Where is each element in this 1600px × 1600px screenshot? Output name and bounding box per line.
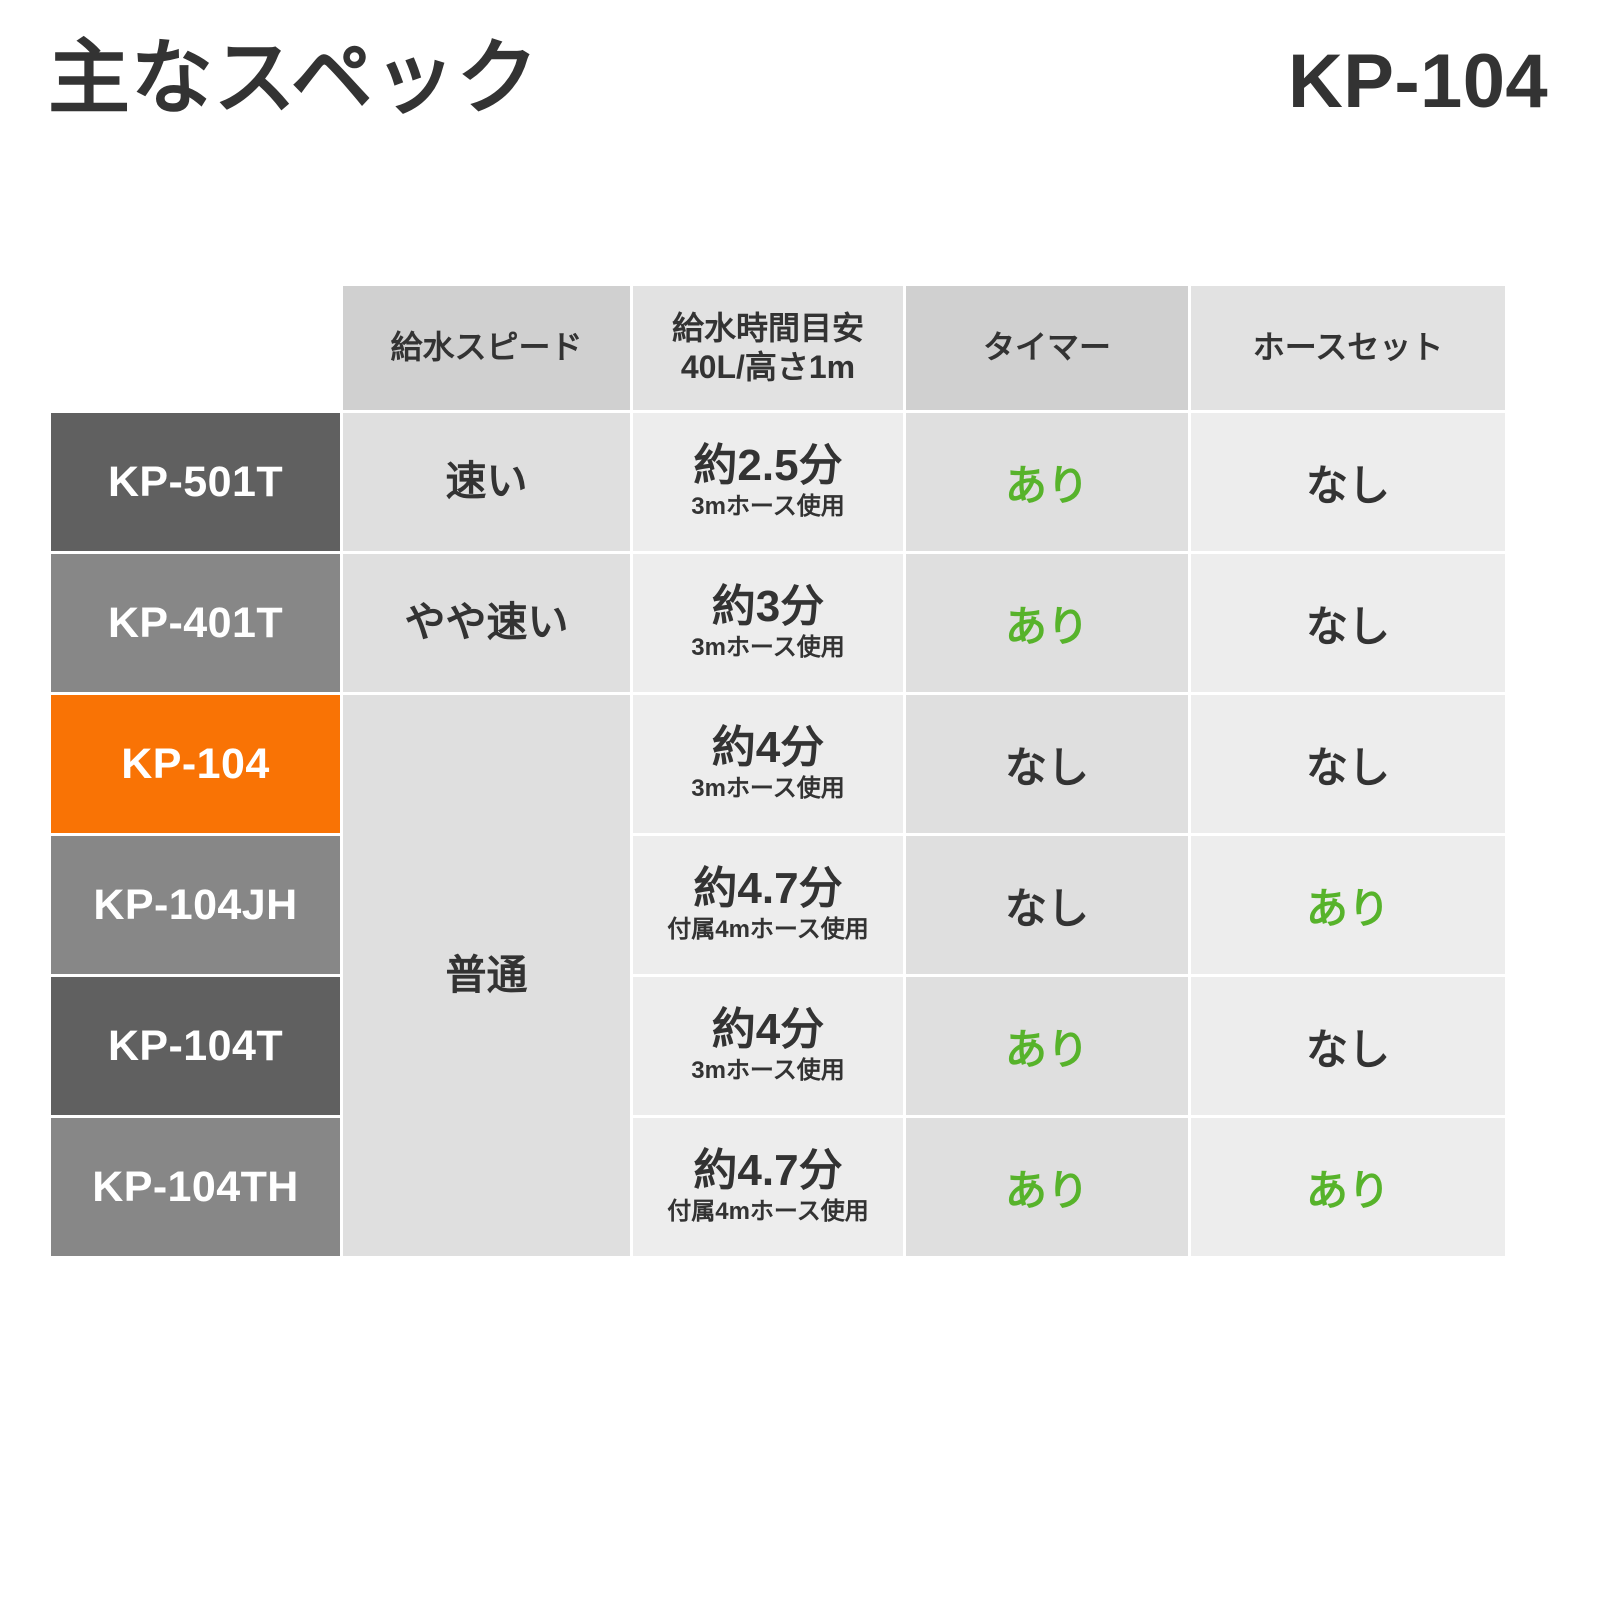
cell-fill-time-value: 約3分 bbox=[711, 581, 825, 631]
table-row: KP-401T やや速い 約3分 3mホース使用 あり なし bbox=[51, 554, 1505, 692]
cell-hose-set-no: なし bbox=[1305, 1025, 1390, 1073]
cell-hose-set: なし bbox=[1191, 977, 1505, 1115]
cell-timer: なし bbox=[906, 836, 1188, 974]
cell-hose-set: あり bbox=[1191, 1118, 1505, 1256]
table-row: KP-104 普通 約4分 3mホース使用 なし なし bbox=[51, 695, 1505, 1256]
row-model-label: KP-104 bbox=[51, 695, 340, 833]
cell-fill-time-note: 付属4mホース使用 bbox=[667, 916, 869, 944]
column-header-speed-label: 給水スピード bbox=[390, 329, 583, 366]
cell-timer: あり bbox=[906, 413, 1188, 551]
row-model-label: KP-501T bbox=[51, 413, 340, 551]
cell-fill-time: 約4分 3mホース使用 bbox=[633, 695, 903, 833]
cell-fill-time-value: 約2.5分 bbox=[693, 440, 843, 490]
cell-fill-time: 約4.7分付属4mホース使用 bbox=[633, 1118, 903, 1256]
table-row: KP-104TH 約4.7分付属4mホース使用 あり あり bbox=[51, 1118, 1505, 1256]
cell-fill-time-value: 約4分 bbox=[711, 1004, 825, 1054]
cell-fill-time-value: 約4.7分 bbox=[693, 1145, 843, 1195]
model-name-title: KP-104 bbox=[1288, 39, 1548, 124]
cell-speed-text: 速い bbox=[445, 458, 528, 505]
row-model-label-text: KP-401T bbox=[107, 598, 284, 647]
cell-fill-time-note: 3mホース使用 bbox=[691, 775, 845, 803]
cell-speed: 速い bbox=[343, 413, 630, 551]
cell-fill-time: 約4.7分付属4mホース使用 bbox=[633, 836, 903, 974]
spec-table-head: 給水スピード 給水時間目安 40L/高さ1m タイマー ホースセット bbox=[51, 286, 1505, 410]
cell-fill-time: 約2.5分 3mホース使用 bbox=[633, 413, 903, 551]
spec-table: 給水スピード 給水時間目安 40L/高さ1m タイマー ホースセット KP-50… bbox=[48, 283, 1508, 1259]
spec-table-container: 給水スピード 給水時間目安 40L/高さ1m タイマー ホースセット KP-50… bbox=[51, 286, 1505, 1256]
row-model-label-text: KP-104 bbox=[121, 739, 270, 788]
cell-fill-time-note: 3mホース使用 bbox=[691, 493, 845, 521]
cell-hose-set: なし bbox=[1191, 695, 1505, 833]
table-row: KP-104T 約4分 3mホース使用 あり なし bbox=[51, 977, 1505, 1115]
cell-hose-set-no: なし bbox=[1305, 602, 1390, 650]
column-header-hose: ホースセット bbox=[1191, 286, 1505, 410]
cell-timer: あり bbox=[906, 554, 1188, 692]
cell-speed: 普通 bbox=[343, 695, 630, 1256]
cell-speed: やや速い bbox=[343, 554, 630, 692]
column-header-time: 給水時間目安 40L/高さ1m bbox=[633, 286, 903, 410]
cell-hose-set-no: なし bbox=[1305, 743, 1390, 791]
cell-fill-time-value: 約4分 bbox=[711, 722, 825, 772]
column-header-time-label-line2: 40L/高さ1m bbox=[680, 349, 856, 385]
cell-timer-no: なし bbox=[1004, 884, 1089, 932]
cell-timer-yes: あり bbox=[1004, 461, 1089, 509]
column-header-timer: タイマー bbox=[906, 286, 1188, 410]
row-model-label: KP-401T bbox=[51, 554, 340, 692]
row-model-label-text: KP-104T bbox=[107, 1021, 284, 1070]
spec-table-body: KP-501T 速い 約2.5分 3mホース使用 あり なし KP-401T やや速い 約3分 3… bbox=[51, 413, 1505, 1256]
column-header-hose-label: ホースセット bbox=[1252, 329, 1444, 366]
cell-hose-set-yes: あり bbox=[1305, 1166, 1390, 1214]
table-row: KP-501T 速い 約2.5分 3mホース使用 あり なし bbox=[51, 413, 1505, 551]
cell-timer: なし bbox=[906, 695, 1188, 833]
cell-fill-time: 約4分 3mホース使用 bbox=[633, 977, 903, 1115]
cell-timer-yes: あり bbox=[1004, 1025, 1089, 1073]
page-header: 主なスペック KP-104 bbox=[0, 33, 1600, 146]
cell-fill-time-note: 3mホース使用 bbox=[691, 1057, 845, 1085]
cell-timer-yes: あり bbox=[1004, 1166, 1089, 1214]
column-header-speed: 給水スピード bbox=[343, 286, 630, 410]
cell-hose-set: あり bbox=[1191, 836, 1505, 974]
table-row: KP-104JH 約4.7分付属4mホース使用 なし あり bbox=[51, 836, 1505, 974]
cell-fill-time: 約3分 3mホース使用 bbox=[633, 554, 903, 692]
row-model-label: KP-104T bbox=[51, 977, 340, 1115]
cell-hose-set: なし bbox=[1191, 554, 1505, 692]
table-corner-cell bbox=[51, 286, 340, 410]
table-header-row: 給水スピード 給水時間目安 40L/高さ1m タイマー ホースセット bbox=[51, 286, 1505, 410]
cell-fill-time-value: 約4.7分 bbox=[693, 863, 843, 913]
row-model-label-text: KP-104JH bbox=[93, 880, 298, 929]
cell-timer: あり bbox=[906, 1118, 1188, 1256]
cell-fill-time-note: 付属4mホース使用 bbox=[667, 1198, 869, 1226]
cell-fill-time-note: 3mホース使用 bbox=[691, 634, 845, 662]
cell-timer-no: なし bbox=[1004, 743, 1089, 791]
row-model-label: KP-104JH bbox=[51, 836, 340, 974]
cell-speed-text: 普通 bbox=[445, 951, 528, 998]
page-title: 主なスペック bbox=[48, 33, 540, 124]
cell-speed-text: やや速い bbox=[404, 599, 569, 646]
row-model-label-text: KP-104TH bbox=[92, 1162, 299, 1211]
row-model-label-text: KP-501T bbox=[107, 457, 284, 506]
cell-timer-yes: あり bbox=[1004, 602, 1089, 650]
column-header-timer-label: タイマー bbox=[982, 329, 1111, 366]
cell-hose-set: なし bbox=[1191, 413, 1505, 551]
cell-timer: あり bbox=[906, 977, 1188, 1115]
column-header-time-label-line1: 給水時間目安 bbox=[671, 309, 864, 346]
row-model-label: KP-104TH bbox=[51, 1118, 340, 1256]
cell-hose-set-yes: あり bbox=[1305, 884, 1390, 932]
cell-hose-set-no: なし bbox=[1305, 461, 1390, 509]
